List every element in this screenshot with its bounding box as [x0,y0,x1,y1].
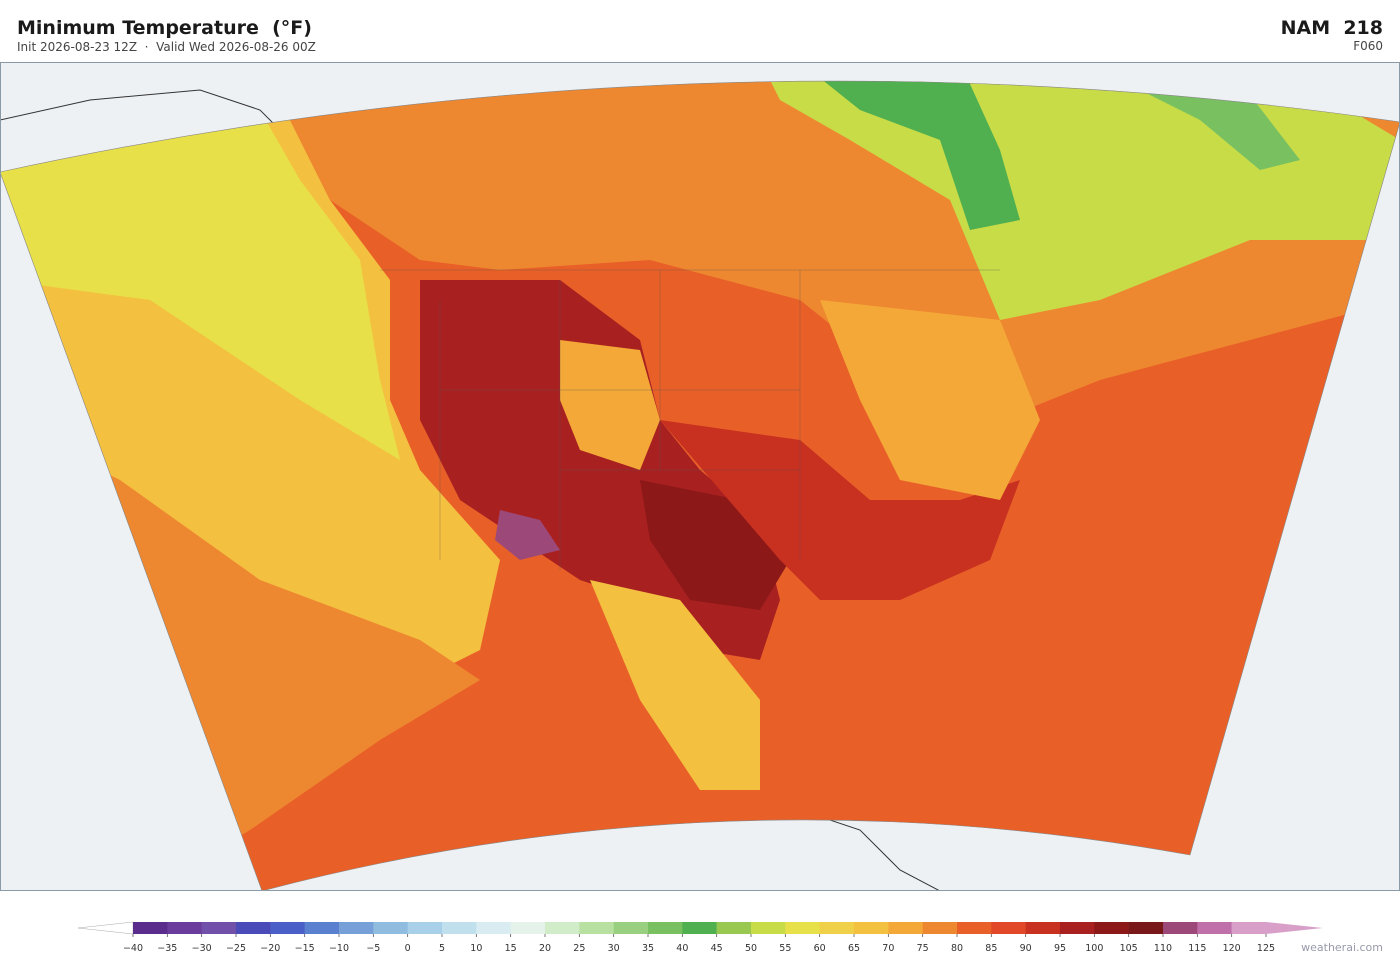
colorbar-bin [201,922,237,934]
colorbar-bin [579,922,614,934]
colorbar-bin [1025,922,1061,934]
colorbar-tick-label: 120 [1223,943,1241,954]
colorbar-bin [373,922,408,934]
colorbar-bin [682,922,717,934]
colorbar-tick-label: 35 [642,943,654,954]
forecast-hour: F060 [1353,39,1383,53]
colorbar-bin [407,922,443,934]
colorbar-tick-label: −30 [192,943,212,954]
colorbar-tick-label: 115 [1188,943,1206,954]
colorbar-tick-label: 100 [1085,943,1103,954]
colorbar-tick-label: 70 [882,943,894,954]
colorbar-bin [1094,922,1129,934]
colorbar-tick-label: 5 [439,943,445,954]
colorbar-tick-label: 80 [951,943,963,954]
domain-outline [0,80,1400,891]
colorbar-bin [957,922,992,934]
colorbar-tick-label: 75 [917,943,929,954]
colorbar-bin [236,922,271,934]
colorbar-tick-label: 90 [1020,943,1032,954]
colorbar-bin [922,922,958,934]
colorbar-bin [648,922,683,934]
colorbar-tick-label: −40 [123,943,143,954]
colorbar-bin [716,922,752,934]
colorbar-tick-label: 20 [539,943,551,954]
credit: weatherai.com [1301,941,1383,954]
colorbar-tick-label: 10 [470,943,482,954]
colorbar-tick-label: 50 [745,943,757,954]
colorbar-bin [1231,922,1267,934]
colorbar-bin [339,922,374,934]
colorbar-tick-label: 95 [1054,943,1066,954]
colorbar-bin [613,922,649,934]
colorbar-tick-label: −10 [329,943,349,954]
colorbar-over [1266,922,1323,934]
colorbar-tick-label: 15 [505,943,517,954]
colorbar-tick-label: −35 [157,943,177,954]
colorbar-tick-label: 65 [848,943,860,954]
colorbar-tick-label: 85 [985,943,997,954]
colorbar-tick-label: −20 [260,943,280,954]
colorbar-bin [270,922,305,934]
colorbar-tick-label: 25 [573,943,585,954]
colorbar-bin [133,922,168,934]
colorbar-bin [476,922,511,934]
colorbar-tick-label: 60 [814,943,826,954]
subtitle: Init 2026-08-23 12Z · Valid Wed 2026-08-… [17,40,316,54]
colorbar-bin [304,922,340,934]
colorbar-bin [854,922,889,934]
colorbar-bin [545,922,580,934]
colorbar-tick-label: 0 [405,943,411,954]
colorbar-tick-label: −25 [226,943,246,954]
colorbar-bin [1128,922,1164,934]
colorbar-tick-label: 45 [711,943,723,954]
colorbar-bin [991,922,1026,934]
colorbar-bin [510,922,546,934]
colorbar-tick-label: 125 [1257,943,1275,954]
colorbar-tick-label: 110 [1154,943,1172,954]
colorbar-tick-label: −15 [295,943,315,954]
colorbar-tick-label: 105 [1120,943,1138,954]
colorbar-bin [442,922,477,934]
colorbar-bin [888,922,923,934]
colorbar-tick-label: 55 [779,943,791,954]
state-borders [380,269,1000,570]
colorbar-under [77,921,134,935]
colorbar-bin [785,922,820,934]
title: Minimum Temperature (°F) [17,17,312,39]
model-name: NAM 218 [1281,17,1383,39]
colorbar: −40 −35 −30 −25 −20 −15 −10 −5 0 5 10 15 20 25 30 35 40 4… [77,921,1323,954]
colorbar-tick-label: −5 [366,943,380,954]
colorbar-bin [1163,922,1198,934]
colorbar-tick-label: 40 [676,943,688,954]
colorbar-tick-label: 30 [608,943,620,954]
colorbar-bin [167,922,202,934]
colorbar-bin [1197,922,1232,934]
colorbar-bin [751,922,786,934]
colorbar-bin [819,922,855,934]
colorbar-bin [1060,922,1095,934]
map [0,62,1400,891]
